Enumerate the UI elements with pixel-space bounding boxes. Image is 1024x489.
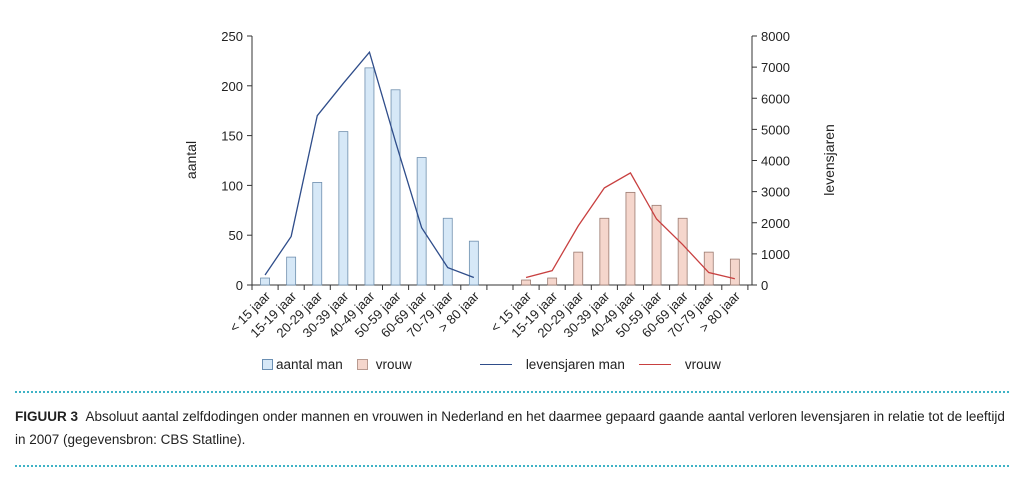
y-tick-label-right: 6000	[761, 91, 790, 106]
y-tick-label-left: 250	[221, 29, 243, 44]
bar-man	[260, 277, 270, 286]
caption-label: FIGUUR 3	[15, 409, 79, 424]
caption-text: Absoluut aantal zelfdodingen onder manne…	[15, 409, 1005, 447]
divider-top	[15, 391, 1009, 393]
bar-vrouw	[547, 277, 558, 286]
y-tick-label-right: 5000	[761, 122, 790, 137]
legend-swatch	[262, 359, 273, 370]
bar-man	[390, 89, 401, 286]
legend-label: vrouw	[375, 357, 412, 372]
legend-label: aantal man	[276, 357, 343, 372]
y-axis-label-right: levensjaren	[821, 124, 837, 196]
figure-caption: FIGUUR 3 Absoluut aantal zelfdodingen on…	[15, 405, 1009, 451]
tick-labels: 0 50 100 150 200 250 0 1000 2000 3000 4000 5000 6000…	[221, 29, 790, 341]
legend-label: levensjaren man	[525, 357, 625, 372]
bar-man	[416, 157, 427, 286]
legend-item-aantal-man: aantal man	[262, 357, 343, 372]
y-tick-label-right: 8000	[761, 29, 790, 44]
line-levensjaren-vrouw	[525, 172, 736, 280]
bar-vrouw	[729, 258, 740, 286]
chart: 0 50 100 150 200 250 0 1000 2000 3000 4000 5000 6000…	[183, 29, 837, 341]
legend-item-vrouw-line: vrouw	[638, 357, 721, 372]
bar-vrouw	[521, 279, 531, 286]
y-tick-label-left: 150	[221, 129, 243, 144]
bar-man	[364, 67, 375, 286]
legend-item-vrouw-bar: vrouw	[356, 357, 412, 372]
line-levensjaren-man	[264, 50, 475, 279]
bar-vrouw	[599, 217, 610, 286]
bar-man	[312, 182, 323, 286]
y-tick-label-right: 2000	[761, 216, 790, 231]
bar-vrouw	[677, 217, 688, 286]
y-tick-label-right: 4000	[761, 154, 790, 169]
legend-label: vrouw	[684, 357, 721, 372]
bar-man	[468, 240, 479, 286]
y-tick-label-left: 100	[221, 178, 243, 193]
legend-item-levensjaren-man: levensjaren man	[479, 357, 625, 372]
bar-man	[338, 131, 349, 286]
legend-line	[479, 364, 512, 365]
legend-swatch	[356, 359, 368, 370]
bar-vrouw	[651, 204, 662, 286]
y-tick-label-right: 1000	[761, 247, 790, 262]
bar-man	[442, 217, 453, 286]
y-tick-label-left: 200	[221, 79, 243, 94]
bar-vrouw	[573, 251, 584, 286]
bar-man	[286, 256, 297, 286]
bar-vrouw	[625, 191, 636, 286]
y-tick-label-right: 0	[761, 278, 768, 293]
y-tick-label-right: 7000	[761, 60, 790, 75]
divider-bottom	[15, 465, 1009, 467]
y-axis-label-left: aantal	[183, 141, 199, 179]
legend-line	[638, 364, 671, 365]
lines	[264, 50, 736, 280]
y-tick-label-left: 50	[229, 228, 243, 243]
axes	[247, 35, 757, 290]
legend: aantal man vrouw levensjaren man vrouw	[262, 357, 735, 372]
y-tick-label-left: 0	[236, 278, 243, 293]
bars	[260, 67, 740, 286]
y-tick-label-right: 3000	[761, 185, 790, 200]
